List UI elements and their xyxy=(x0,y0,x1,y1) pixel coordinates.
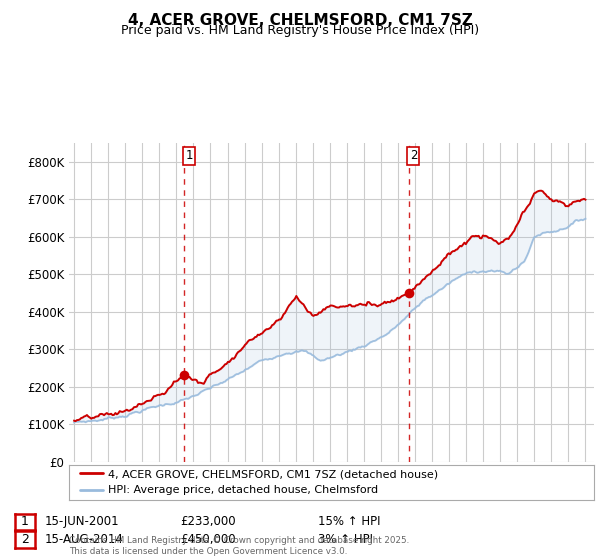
Text: 15-JUN-2001: 15-JUN-2001 xyxy=(45,515,119,529)
Text: 1: 1 xyxy=(185,150,193,162)
FancyBboxPatch shape xyxy=(407,147,419,165)
Text: £450,000: £450,000 xyxy=(180,533,236,547)
Text: Price paid vs. HM Land Registry's House Price Index (HPI): Price paid vs. HM Land Registry's House … xyxy=(121,24,479,37)
Text: 15-AUG-2014: 15-AUG-2014 xyxy=(45,533,124,547)
Text: 3% ↑ HPI: 3% ↑ HPI xyxy=(318,533,373,547)
FancyBboxPatch shape xyxy=(183,147,195,165)
Text: 15% ↑ HPI: 15% ↑ HPI xyxy=(318,515,380,529)
Text: Contains HM Land Registry data © Crown copyright and database right 2025.
This d: Contains HM Land Registry data © Crown c… xyxy=(69,536,409,556)
Text: 1: 1 xyxy=(21,515,29,529)
Text: 4, ACER GROVE, CHELMSFORD, CM1 7SZ (detached house): 4, ACER GROVE, CHELMSFORD, CM1 7SZ (deta… xyxy=(109,469,439,479)
Text: 4, ACER GROVE, CHELMSFORD, CM1 7SZ: 4, ACER GROVE, CHELMSFORD, CM1 7SZ xyxy=(128,13,472,28)
Text: 2: 2 xyxy=(21,533,29,547)
Text: £233,000: £233,000 xyxy=(180,515,236,529)
Text: 2: 2 xyxy=(410,150,418,162)
Text: HPI: Average price, detached house, Chelmsford: HPI: Average price, detached house, Chel… xyxy=(109,486,379,496)
